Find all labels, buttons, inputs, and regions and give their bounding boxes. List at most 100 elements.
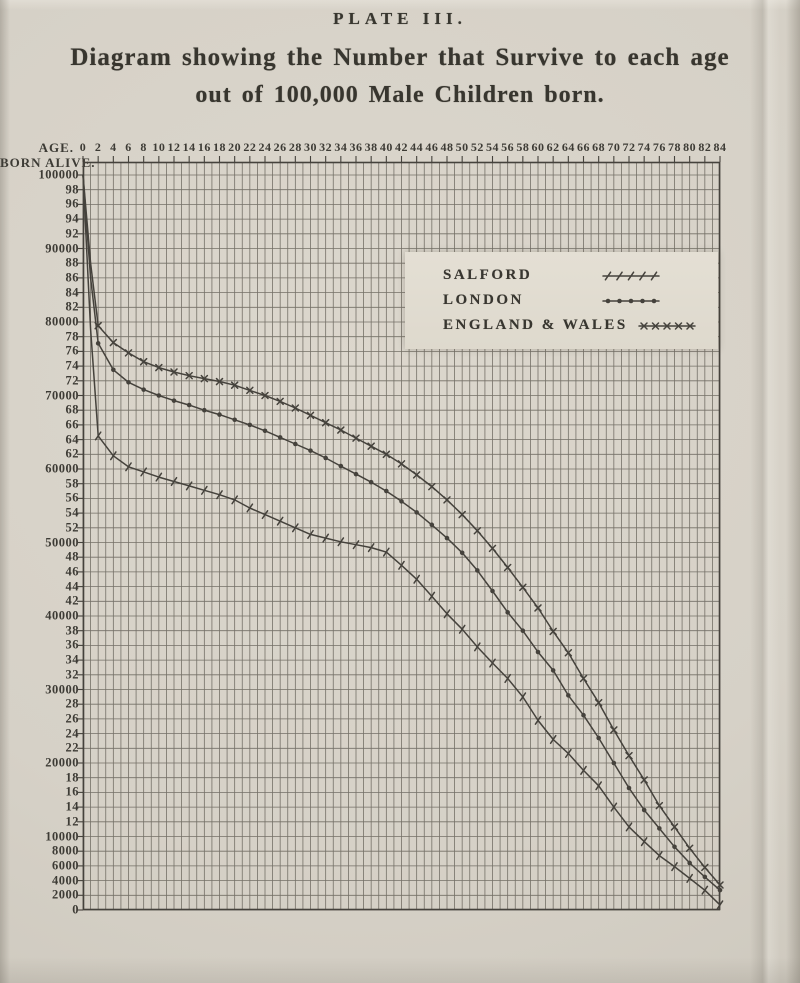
legend-sample-line-england-wales xyxy=(638,321,696,330)
y-tick-label: 78 xyxy=(65,329,79,344)
y-tick-label: 20000 xyxy=(45,755,79,770)
x-tick-label: 24 xyxy=(258,140,272,154)
paper-fold-crease xyxy=(750,0,780,983)
x-tick-label: 46 xyxy=(425,140,439,154)
x-tick-label: 54 xyxy=(486,140,499,154)
y-tick-label: 76 xyxy=(65,343,79,358)
x-tick-label: 70 xyxy=(607,140,621,154)
y-tick-label: 4000 xyxy=(52,873,79,888)
y-tick-label: 66 xyxy=(65,417,79,432)
y-tick-label: 50000 xyxy=(45,535,79,549)
x-tick-label: 4 xyxy=(110,140,117,154)
y-tick-label: 46 xyxy=(65,564,79,579)
x-tick-label: 34 xyxy=(334,140,348,154)
x-tick-label: 32 xyxy=(319,140,333,154)
x-tick-label: 18 xyxy=(213,140,226,154)
y-tick-label: 30000 xyxy=(45,682,79,696)
x-tick-label: 82 xyxy=(698,140,712,154)
x-tick-label: 80 xyxy=(683,140,697,154)
x-tick-label: 22 xyxy=(243,140,257,154)
x-tick-label: 12 xyxy=(167,140,181,154)
y-tick-label: 58 xyxy=(65,476,79,491)
y-tick-label: 40000 xyxy=(45,608,79,623)
x-tick-label: 66 xyxy=(577,140,590,154)
y-tick-label: 34 xyxy=(65,652,79,667)
x-tick-label: 38 xyxy=(364,140,378,154)
y-tick-label: 28 xyxy=(65,696,79,711)
x-tick-label: 30 xyxy=(304,140,317,154)
x-tick-label: 62 xyxy=(546,140,560,154)
y-tick-label: 86 xyxy=(65,270,79,285)
y-tick-label: 42 xyxy=(65,593,79,608)
legend-item-england-wales: ENGLAND & WALES xyxy=(443,313,696,338)
curve-london xyxy=(82,174,723,893)
y-tick-label: 8000 xyxy=(52,843,79,858)
y-tick-label: 0 xyxy=(72,902,79,917)
y-tick-label: 36 xyxy=(65,637,79,652)
legend-sample-line-salford xyxy=(602,270,660,281)
x-tick-label: 56 xyxy=(501,140,515,154)
x-tick-label: 6 xyxy=(125,140,132,154)
y-tick-label: 88 xyxy=(65,255,79,270)
curve-salford xyxy=(82,174,724,910)
x-tick-label: 52 xyxy=(470,140,484,154)
y-tick-label: 16 xyxy=(65,784,79,799)
x-tick-label: 36 xyxy=(349,140,363,154)
x-tick-label: 14 xyxy=(182,140,196,154)
x-tick-label: 72 xyxy=(622,140,636,154)
y-tick-label: 14 xyxy=(65,799,79,814)
x-tick-label: 44 xyxy=(410,140,424,154)
legend-label-salford: SALFORD xyxy=(443,267,533,283)
x-tick-label: 26 xyxy=(273,140,287,154)
y-tick-label: 94 xyxy=(65,211,79,226)
x-tick-label: 48 xyxy=(440,140,454,154)
x-tick-label: 8 xyxy=(140,140,147,154)
y-tick-label: 38 xyxy=(65,623,79,638)
x-tick-label: 42 xyxy=(395,140,408,154)
paper-edge-left xyxy=(0,0,10,983)
legend-label-england-wales: ENGLAND & WALES xyxy=(443,317,628,333)
x-tick-label: 10 xyxy=(152,140,166,154)
y-tick-label: 92 xyxy=(65,226,79,241)
y-tick-label: 72 xyxy=(65,373,79,388)
y-tick-label: 24 xyxy=(65,726,79,741)
y-tick-label: 60000 xyxy=(45,461,79,476)
y-tick-label: 10000 xyxy=(45,829,79,843)
plate-title: PLATE III. xyxy=(333,9,467,28)
x-tick-label: 64 xyxy=(561,140,575,154)
x-tick-label: 60 xyxy=(531,140,545,154)
y-tick-label: 54 xyxy=(65,505,79,520)
y-tick-label: 64 xyxy=(65,432,79,447)
x-tick-label: 58 xyxy=(516,140,530,154)
x-tick-label: 0 xyxy=(79,140,87,154)
x-tick-label: 50 xyxy=(455,140,469,154)
legend-item-salford: SALFORD xyxy=(443,263,660,288)
y-tick-label: 18 xyxy=(65,770,79,785)
legend-box: SALFORD LONDON ENGLAND & WALES xyxy=(405,252,718,349)
y-tick-label: 62 xyxy=(65,446,79,461)
y-tick-label: 96 xyxy=(65,196,79,211)
y-tick-label: 44 xyxy=(65,579,79,594)
x-tick-label: 68 xyxy=(592,140,606,154)
y-tick-label: 52 xyxy=(65,520,79,535)
legend-sample-line-london xyxy=(602,298,660,303)
y-tick-label: 90000 xyxy=(45,241,79,255)
legend-item-london: LONDON xyxy=(443,288,660,313)
y-tick-label: 98 xyxy=(65,182,79,197)
y-tick-label: 56 xyxy=(65,490,79,505)
x-tick-label: 16 xyxy=(197,140,211,154)
y-tick-label: 32 xyxy=(65,667,79,682)
chart-title-line-1: Diagram showing the Number that Survive … xyxy=(70,44,730,71)
y-tick-label: 48 xyxy=(65,549,79,564)
x-tick-label: 76 xyxy=(652,140,666,154)
x-tick-label: 40 xyxy=(379,140,393,154)
y-tick-label: 80000 xyxy=(45,314,79,329)
y-axis-title: BORN ALIVE. xyxy=(0,155,96,170)
y-tick-label: 6000 xyxy=(52,858,79,873)
paper-edge-right xyxy=(786,0,800,983)
y-tick-label: 82 xyxy=(65,299,79,314)
y-tick-label: 74 xyxy=(65,358,79,373)
x-tick-label: 74 xyxy=(637,140,651,154)
x-tick-label: 28 xyxy=(288,140,302,154)
